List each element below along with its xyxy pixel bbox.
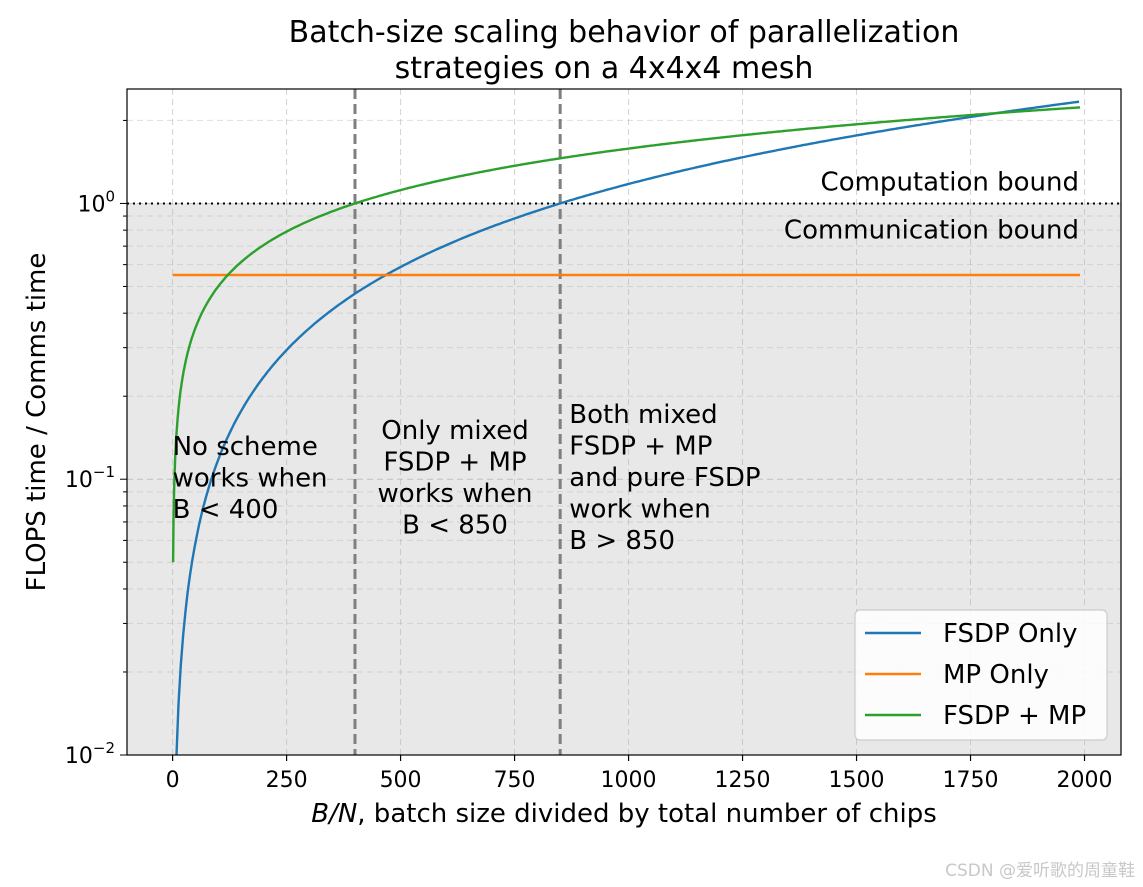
x-tick-label: 250	[266, 768, 308, 793]
annotation-text: No scheme	[173, 432, 318, 462]
grid	[127, 89, 1121, 756]
x-tick-label: 2000	[1057, 768, 1113, 793]
x-tick-label: 0	[166, 768, 180, 793]
y-tick-label: 10−1	[65, 463, 115, 493]
chart-title: strategies on a 4x4x4 mesh	[395, 51, 814, 86]
annotation-text: works when	[378, 479, 533, 509]
computation-bound-label: Computation bound	[821, 167, 1079, 197]
annotation-text: B > 850	[569, 526, 675, 556]
series-line-fsdp-only	[175, 100, 1080, 755]
legend-box	[854, 609, 1108, 741]
communication-bound-label: Communication bound	[784, 215, 1079, 245]
legend-label: FSDP + MP	[943, 701, 1086, 731]
watermark: CSDN @爱听歌的周童鞋	[945, 861, 1135, 881]
x-tick-label: 1000	[601, 768, 657, 793]
series-line-fsdp-mp	[171, 106, 1081, 563]
legend-label: MP Only	[943, 660, 1049, 690]
legend-label: FSDP Only	[943, 619, 1078, 649]
annotation-text: Both mixed	[569, 400, 717, 430]
y-tick-label: 10−2	[65, 739, 115, 769]
annotation-text: and pure FSDP	[569, 463, 760, 493]
x-tick-label: 750	[494, 768, 536, 793]
x-tick-label: 1750	[943, 768, 999, 793]
x-axis-label: B/N, batch size divided by total number …	[311, 799, 937, 829]
annotation-text: B < 850	[402, 511, 508, 541]
annotation-text: work when	[569, 495, 710, 525]
y-tick-label: 100	[77, 187, 115, 217]
annotation-text: FSDP + MP	[383, 448, 526, 478]
annotation-text: FSDP + MP	[569, 432, 712, 462]
annotation-text: Only mixed	[381, 416, 528, 446]
legend: FSDP Only MP Only FSDP + MP	[854, 609, 1108, 741]
plot-frame	[126, 88, 1122, 756]
chart-title: Batch-size scaling behavior of paralleli…	[289, 15, 960, 50]
y-axis-label: FLOPS time / Comms time	[22, 253, 52, 592]
x-tick-label: 1250	[715, 768, 771, 793]
annotation-text: works when	[173, 464, 328, 494]
x-tick-label: 1500	[829, 768, 885, 793]
x-tick-label: 500	[380, 768, 422, 793]
annotation-text: B < 400	[173, 495, 279, 525]
